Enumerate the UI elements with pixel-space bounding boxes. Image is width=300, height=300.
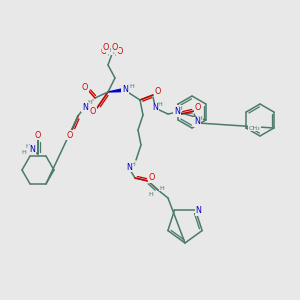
- Text: H: H: [198, 116, 203, 121]
- Text: H: H: [178, 106, 182, 110]
- Text: O: O: [101, 47, 107, 56]
- Text: O: O: [103, 43, 109, 52]
- Text: O: O: [117, 47, 123, 56]
- Text: H: H: [148, 191, 153, 196]
- Text: H: H: [88, 100, 92, 106]
- Text: H: H: [22, 149, 26, 154]
- Text: N: N: [126, 163, 132, 172]
- Text: H: H: [110, 50, 114, 55]
- Text: H: H: [130, 161, 135, 166]
- Text: H: H: [106, 49, 111, 53]
- Text: N: N: [122, 85, 128, 94]
- Text: N: N: [82, 103, 88, 112]
- Text: N: N: [174, 107, 180, 116]
- Text: H: H: [160, 185, 164, 190]
- Text: O: O: [155, 88, 161, 97]
- Polygon shape: [108, 88, 124, 92]
- Text: N: N: [194, 118, 200, 127]
- Text: N: N: [196, 206, 202, 215]
- Text: O: O: [112, 43, 118, 52]
- Text: H: H: [158, 103, 162, 107]
- Text: O: O: [149, 173, 155, 182]
- Text: H: H: [26, 143, 30, 148]
- Text: N: N: [29, 146, 35, 154]
- Text: CH₃: CH₃: [248, 125, 260, 130]
- Text: O: O: [67, 130, 73, 140]
- Text: O: O: [35, 130, 41, 140]
- Text: N: N: [152, 103, 158, 112]
- Text: H: H: [130, 83, 134, 88]
- Text: O: O: [90, 107, 96, 116]
- Text: O: O: [195, 103, 201, 112]
- Text: O: O: [82, 82, 88, 91]
